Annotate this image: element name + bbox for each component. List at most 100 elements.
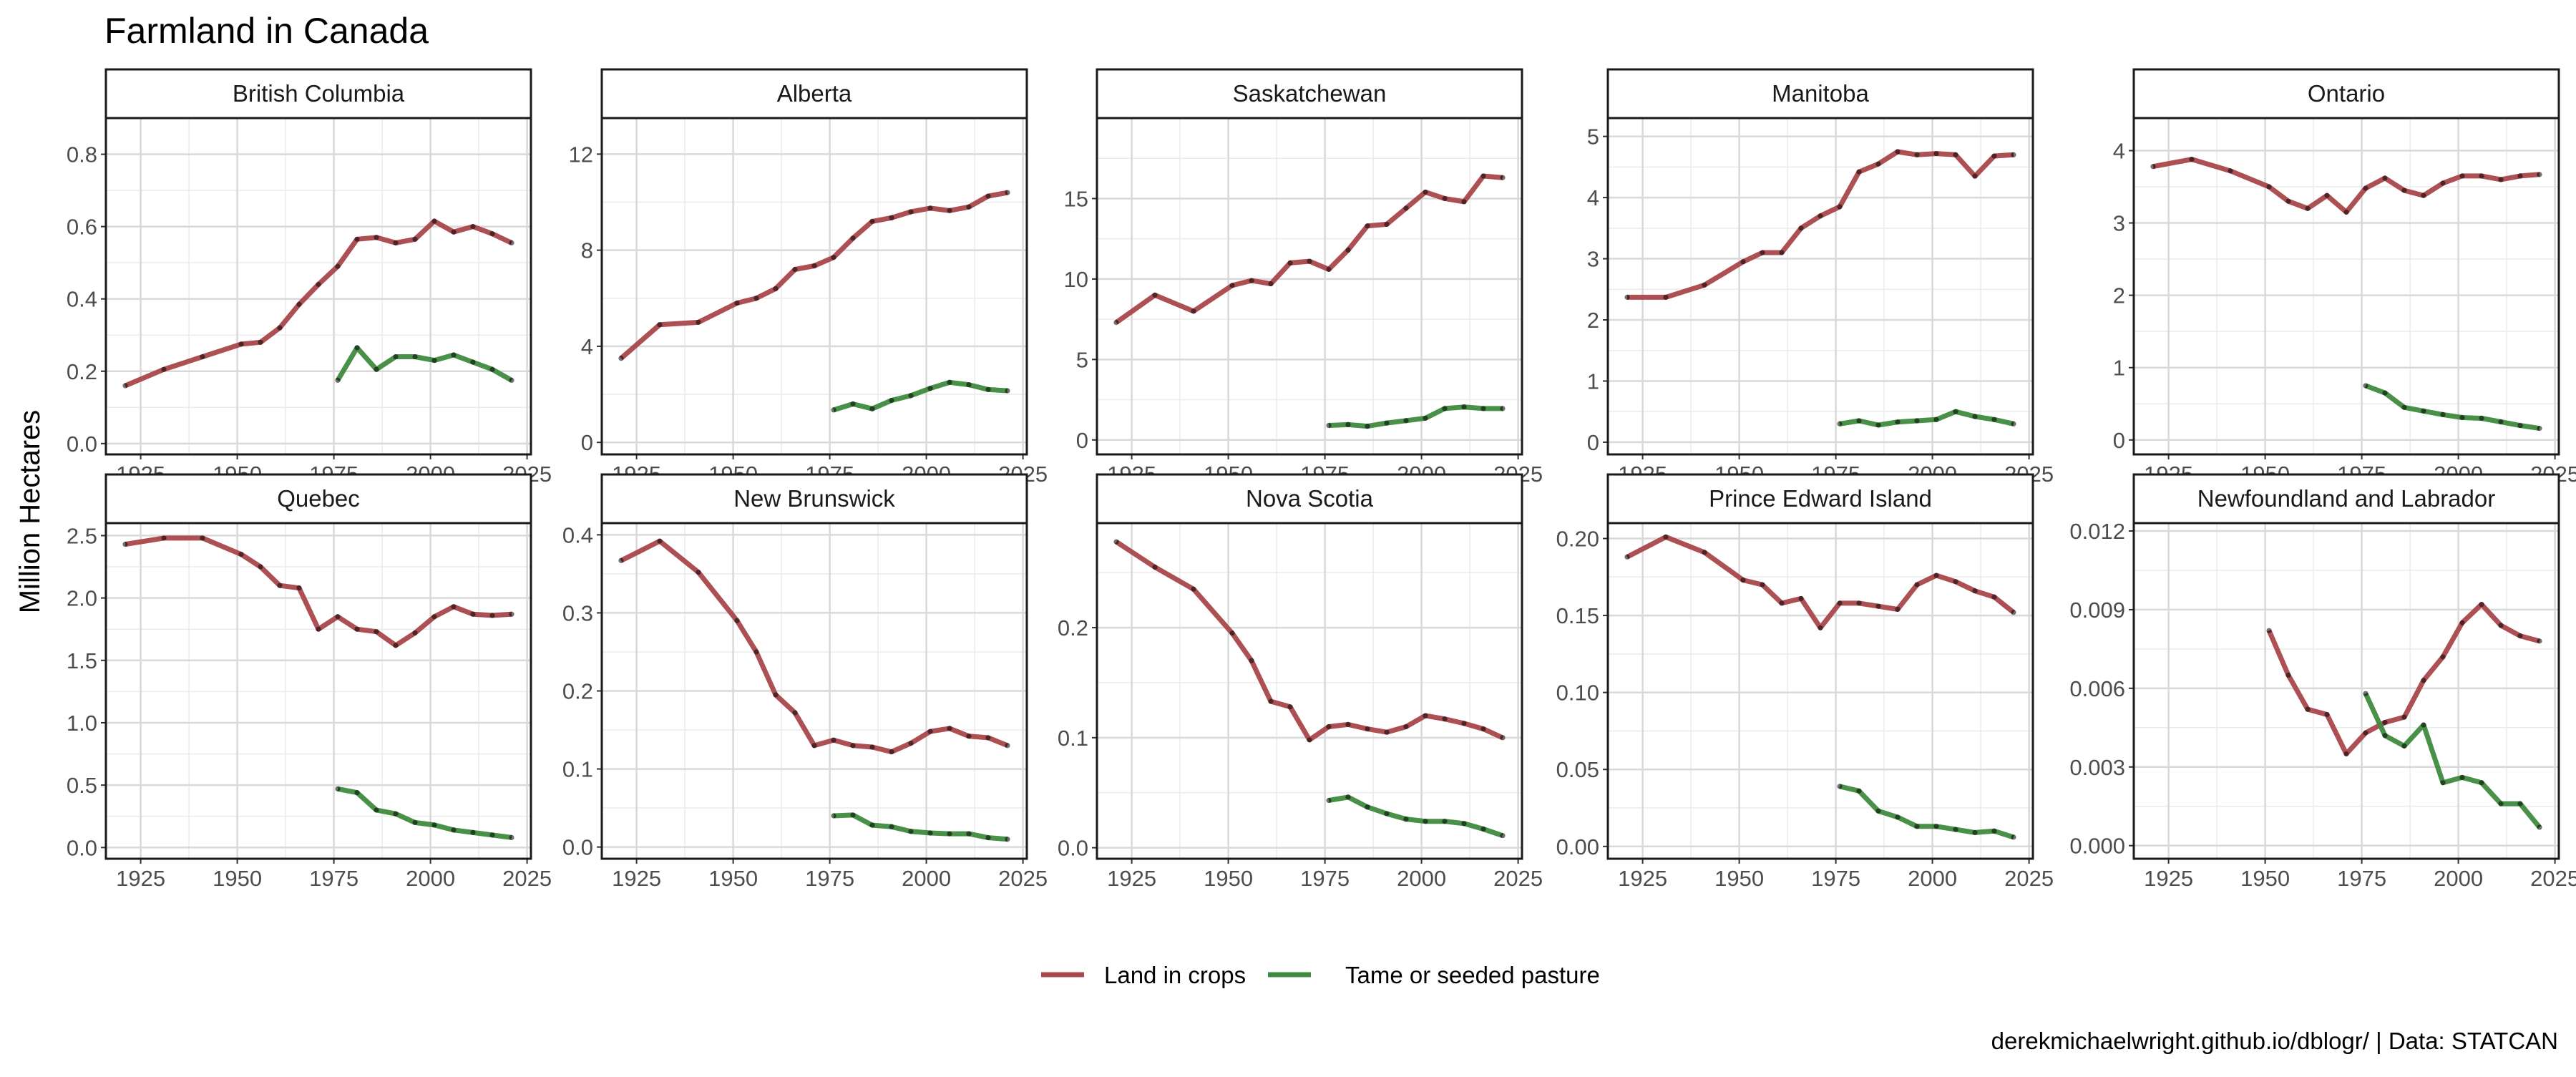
data-point <box>1953 409 1958 414</box>
series-line-tame-or-seeded-pasture <box>2364 383 2540 432</box>
data-point <box>792 710 798 716</box>
data-point <box>1268 281 1274 287</box>
data-point <box>335 614 341 620</box>
data-point <box>1875 422 1881 428</box>
data-point <box>1663 534 1669 540</box>
facet-strip-label: Saskatchewan <box>1233 80 1387 107</box>
data-point <box>2440 780 2446 786</box>
data-point <box>1442 819 1448 824</box>
data-point <box>1461 821 1467 827</box>
y-tick-label: 0.4 <box>562 522 593 547</box>
data-point <box>2440 180 2446 186</box>
data-point <box>316 281 321 288</box>
data-point <box>1856 600 1862 606</box>
data-point <box>374 629 379 635</box>
data-point <box>1933 416 1939 422</box>
data-point <box>2517 633 2523 639</box>
y-tick-label: 1 <box>2113 356 2125 381</box>
data-point <box>2285 672 2291 678</box>
data-point <box>122 383 128 389</box>
y-tick-label: 1.0 <box>67 711 97 736</box>
series-line-tame-or-seeded-pasture <box>337 786 512 840</box>
data-point <box>1442 716 1448 722</box>
data-point <box>1345 421 1351 427</box>
data-point <box>431 218 437 224</box>
data-point <box>985 735 991 741</box>
series-line-tame-or-seeded-pasture <box>2363 692 2542 829</box>
data-point <box>374 235 379 240</box>
facet-panel-new-brunswick: New Brunswick 0.0 0.1 0.2 0.3 0.4 1925 1950 1975… <box>562 473 1048 891</box>
data-point <box>238 551 244 557</box>
x-tick-label: 2025 <box>2530 866 2576 891</box>
data-point <box>1113 539 1119 545</box>
x-tick-label: 2000 <box>902 866 951 891</box>
facet-strip-label: New Brunswick <box>733 485 895 512</box>
series-line-tame-or-seeded-pasture <box>335 345 513 383</box>
facet-panel-quebec: Quebec 0.0 0.5 1.0 1.5 2.0 2.5 1925 1950 1975 2000… <box>67 473 552 891</box>
data-point <box>2537 824 2542 830</box>
data-point <box>412 354 418 360</box>
data-point <box>869 406 875 411</box>
data-point <box>258 564 263 570</box>
data-point <box>1005 837 1010 842</box>
panel-border <box>2132 522 2560 860</box>
data-point <box>831 255 836 260</box>
data-point <box>1760 250 1765 255</box>
y-tick-label: 5 <box>1076 347 1088 372</box>
data-point <box>1500 406 1506 411</box>
data-point <box>1403 723 1409 730</box>
data-point <box>889 215 894 220</box>
x-tick-label: 2000 <box>1397 866 1446 891</box>
y-tick-label: 10 <box>1064 267 1088 292</box>
x-tick-label: 1975 <box>1300 866 1350 891</box>
data-point <box>1914 582 1920 588</box>
data-point <box>1500 175 1506 180</box>
data-point <box>1268 698 1274 704</box>
data-point <box>1818 213 1823 219</box>
data-point <box>908 209 914 215</box>
x-tick-label: 1925 <box>1107 866 1156 891</box>
data-point <box>1837 600 1843 606</box>
y-tick-label: 3 <box>2113 211 2125 236</box>
facet-strip-label: Manitoba <box>1772 80 1869 107</box>
data-point <box>277 583 283 588</box>
data-point <box>1365 223 1370 229</box>
data-point <box>1403 205 1409 211</box>
data-point <box>451 827 457 833</box>
series-line-land-in-crops <box>620 538 1009 755</box>
data-point <box>1345 794 1351 800</box>
data-point <box>1229 630 1235 636</box>
data-point <box>1500 735 1506 741</box>
panel-border <box>104 522 532 860</box>
panel-border <box>1606 522 2034 860</box>
facet-strip-label: Prince Edward Island <box>1709 485 1932 512</box>
y-tick-label: 0.1 <box>562 757 593 782</box>
chart-title: Farmland in Canada <box>104 11 429 51</box>
data-point <box>1480 726 1486 732</box>
data-point <box>985 386 991 392</box>
data-point <box>2363 730 2368 736</box>
y-tick-label: 0.006 <box>2069 676 2125 701</box>
series-line-land-in-crops <box>1627 149 2014 300</box>
data-point <box>927 830 933 836</box>
data-point <box>1837 421 1843 427</box>
data-point <box>869 822 875 828</box>
data-point <box>850 401 856 407</box>
y-tick-label: 0.0 <box>562 835 593 860</box>
data-point <box>2382 733 2388 739</box>
data-point <box>1953 827 1958 832</box>
x-tick-label: 2025 <box>1493 866 1543 891</box>
facet-strip <box>2132 473 2560 525</box>
data-point <box>734 300 740 306</box>
facet-strip <box>104 68 532 120</box>
data-point <box>1423 189 1428 195</box>
series-line-land-in-crops <box>124 218 513 389</box>
panel-border <box>1606 117 2034 456</box>
data-point <box>947 726 952 731</box>
data-point <box>2363 383 2368 389</box>
y-tick-label: 3 <box>1587 247 1599 272</box>
data-point <box>1856 418 1862 424</box>
legend-label-land-in-crops: Land in crops <box>1104 962 1246 988</box>
data-point <box>1991 416 1997 422</box>
data-point <box>927 205 933 211</box>
